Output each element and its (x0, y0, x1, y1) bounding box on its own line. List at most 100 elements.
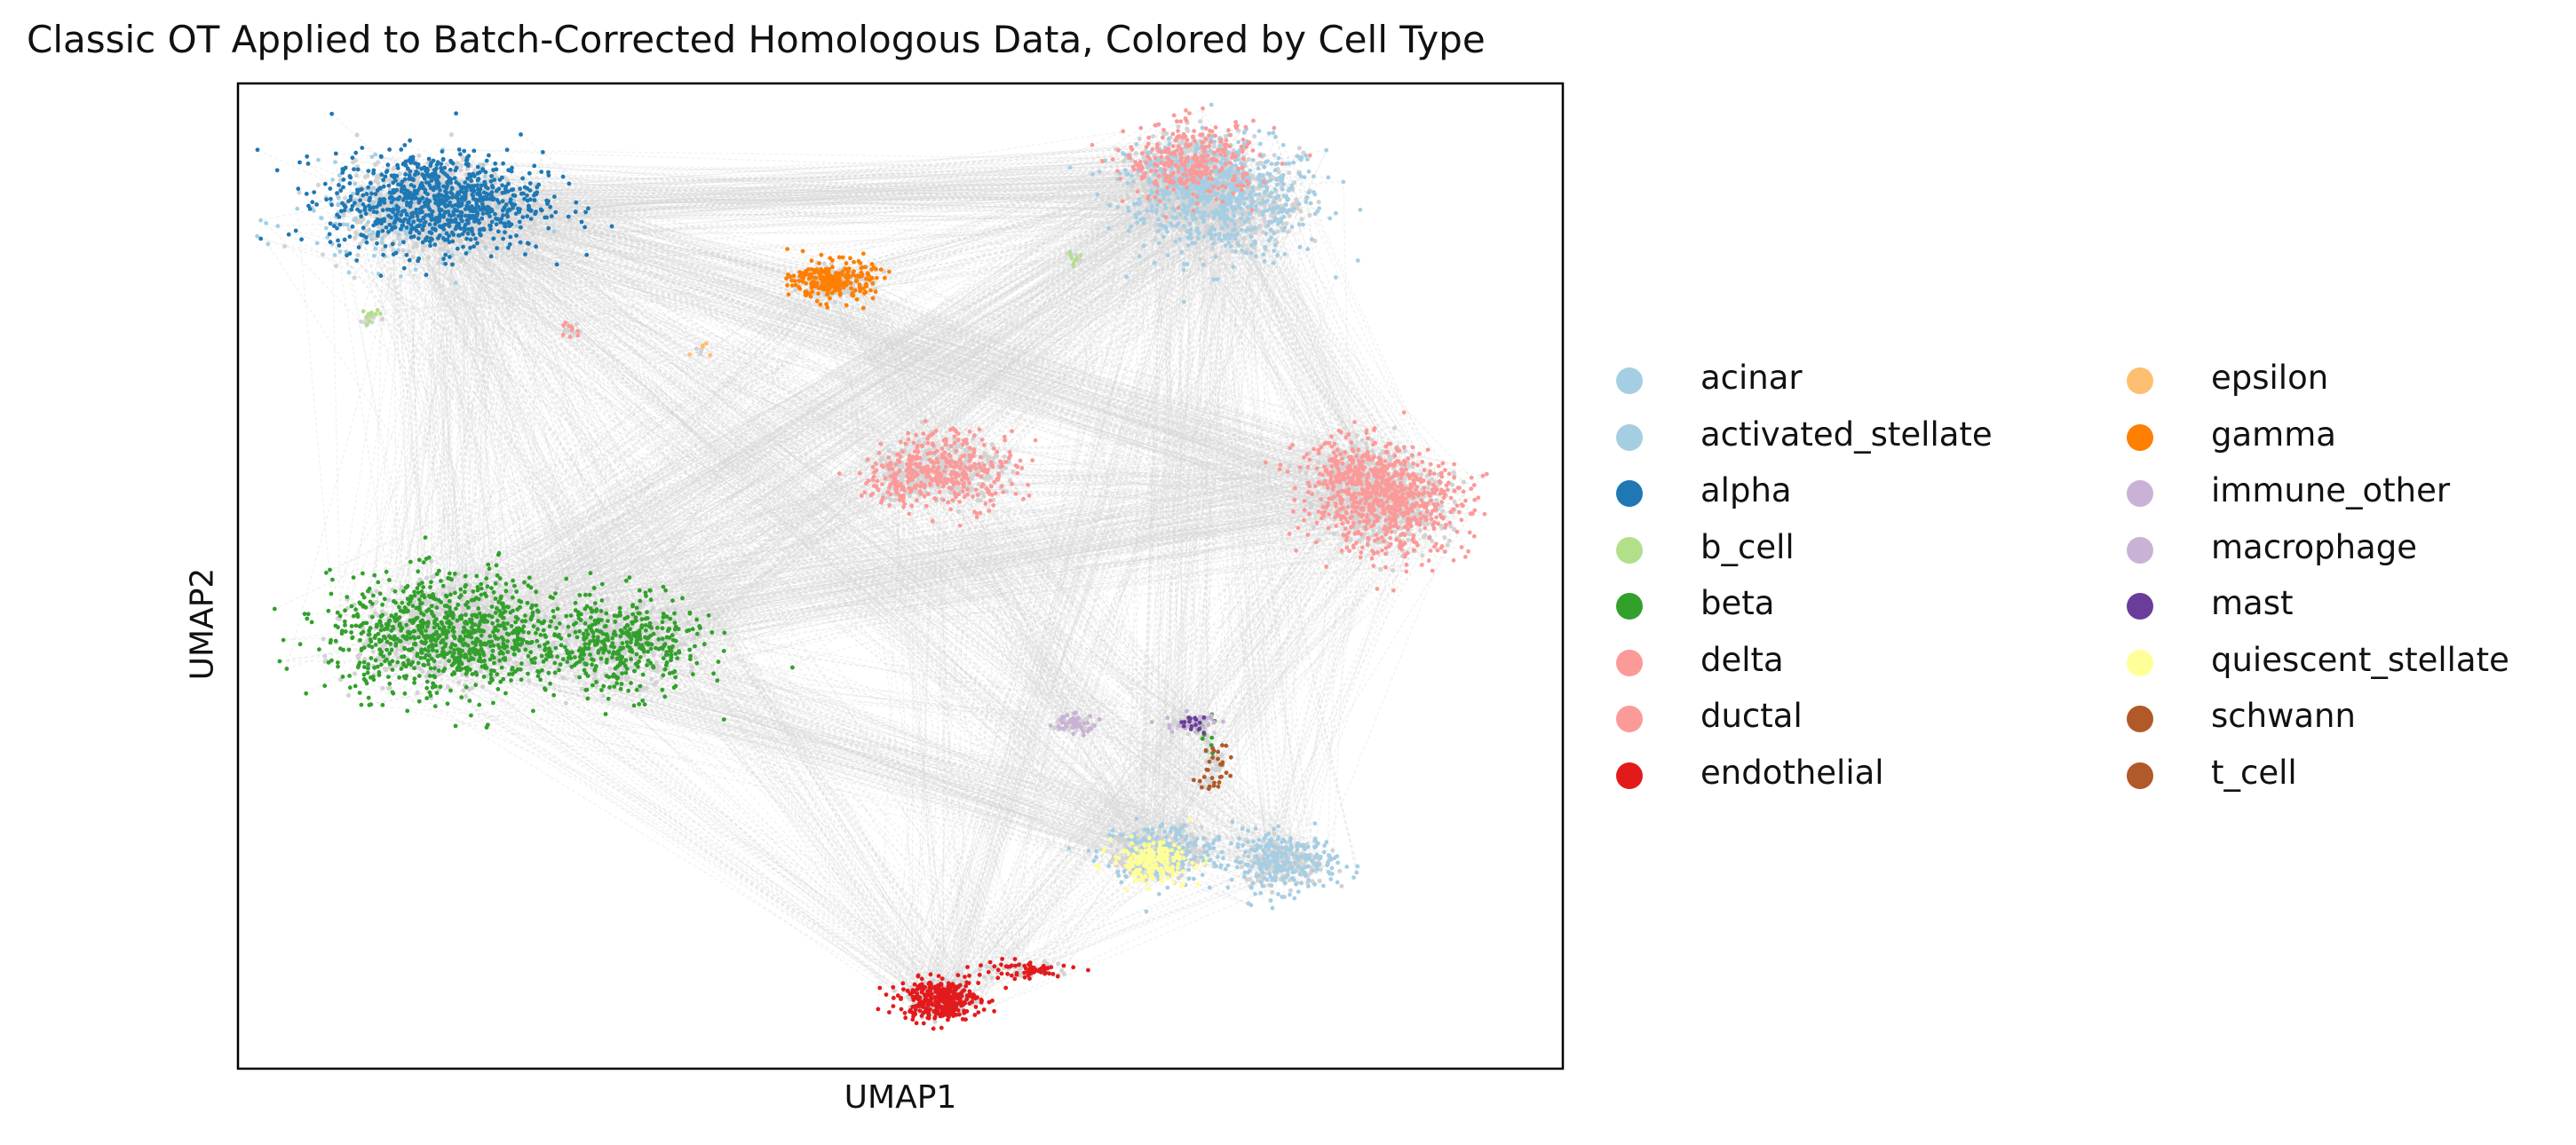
ot-line (828, 277, 1125, 872)
query-point (1294, 197, 1299, 202)
query-point (429, 574, 435, 580)
ot-line (517, 190, 1289, 638)
ot-line (464, 630, 1305, 859)
ot-line (662, 185, 1236, 659)
ot-line (872, 235, 1252, 468)
query-point (377, 191, 383, 197)
ot-line (368, 280, 836, 592)
query-point (1270, 889, 1275, 895)
ot-line (375, 644, 924, 1005)
ot-line (525, 164, 1138, 188)
ot-line (402, 221, 1397, 525)
ot-line (544, 173, 1199, 218)
ot-line (448, 481, 1350, 617)
query-point (543, 613, 548, 619)
ot-line (670, 618, 921, 1012)
ot-line (1152, 174, 1203, 867)
ot-line (430, 178, 1264, 588)
query-point (395, 655, 400, 660)
ot-line (1227, 181, 1282, 866)
ot-line (1153, 208, 1234, 868)
ot-line (651, 141, 1239, 645)
query-point (445, 162, 450, 167)
ot-line (934, 149, 1328, 988)
ot-line (1326, 482, 1341, 865)
ot-line (636, 197, 1227, 655)
ot-line (1180, 462, 1266, 836)
query-point (1198, 257, 1203, 262)
ot-line (467, 178, 1447, 486)
ot-line (518, 189, 1175, 633)
ot-line (336, 153, 1219, 213)
ot-line (456, 280, 834, 284)
ot-line (1220, 154, 1302, 846)
ot-line (985, 502, 1296, 864)
query-point (1146, 215, 1152, 220)
ot-line (397, 209, 1328, 506)
query-point (1203, 224, 1209, 229)
ot-line (1201, 457, 1304, 727)
ot-line (833, 173, 1244, 288)
ot-line (1140, 178, 1186, 851)
ot-line (828, 161, 1208, 291)
query-point (359, 319, 364, 324)
ot-line (466, 219, 1143, 849)
query-point (353, 235, 358, 241)
query-point (527, 225, 533, 230)
ot-line (431, 482, 1388, 583)
query-point (1239, 865, 1244, 870)
ot-line (394, 191, 1442, 478)
ot-line (369, 205, 1328, 488)
ot-line (478, 492, 898, 610)
ot-line (1156, 509, 1362, 856)
ot-line (438, 193, 1264, 865)
ot-coupling-lines (257, 107, 1487, 1030)
ot-line (540, 209, 937, 432)
ot-line (508, 491, 1435, 636)
query-point (343, 195, 348, 201)
ot-line (1221, 176, 1374, 472)
ot-line (493, 144, 1191, 240)
ot-line (1233, 189, 1431, 475)
query-point (485, 570, 490, 576)
ot-line (828, 138, 1177, 284)
query-point (447, 586, 452, 591)
ot-line (895, 489, 1215, 849)
query-point (1209, 204, 1214, 209)
query-point (553, 602, 559, 607)
ot-line (1215, 256, 1392, 466)
ot-line (342, 168, 1288, 213)
ot-line (836, 196, 1308, 290)
ot-line (524, 186, 614, 644)
query-point (1140, 194, 1145, 200)
ot-line (451, 221, 929, 495)
ot-line (832, 266, 1316, 487)
ot-line (592, 632, 1129, 861)
ot-line (416, 165, 1203, 620)
ot-line (358, 186, 1236, 666)
ot-line (638, 510, 1357, 705)
ot-line (494, 214, 931, 984)
ot-line (600, 506, 1393, 612)
ot-line (404, 188, 1241, 197)
ot-line (1255, 242, 1346, 473)
query-point (520, 201, 526, 206)
ot-line (1244, 146, 1383, 508)
query-point (333, 264, 339, 269)
ot-line (460, 636, 944, 1003)
ot-line (946, 257, 1073, 462)
ot-line (450, 215, 471, 654)
query-point (315, 182, 321, 187)
query-point (353, 671, 358, 676)
ot-line (923, 432, 1391, 525)
ot-line (1008, 457, 1218, 857)
ot-line (670, 475, 1339, 620)
ot-line (930, 459, 1351, 998)
query-point (380, 685, 385, 691)
ot-line (935, 212, 1225, 1007)
query-point (1196, 848, 1201, 853)
ot-line (518, 220, 1225, 645)
ot-line (440, 202, 1169, 865)
ot-line (1308, 486, 1335, 856)
ot-line (963, 439, 1329, 475)
